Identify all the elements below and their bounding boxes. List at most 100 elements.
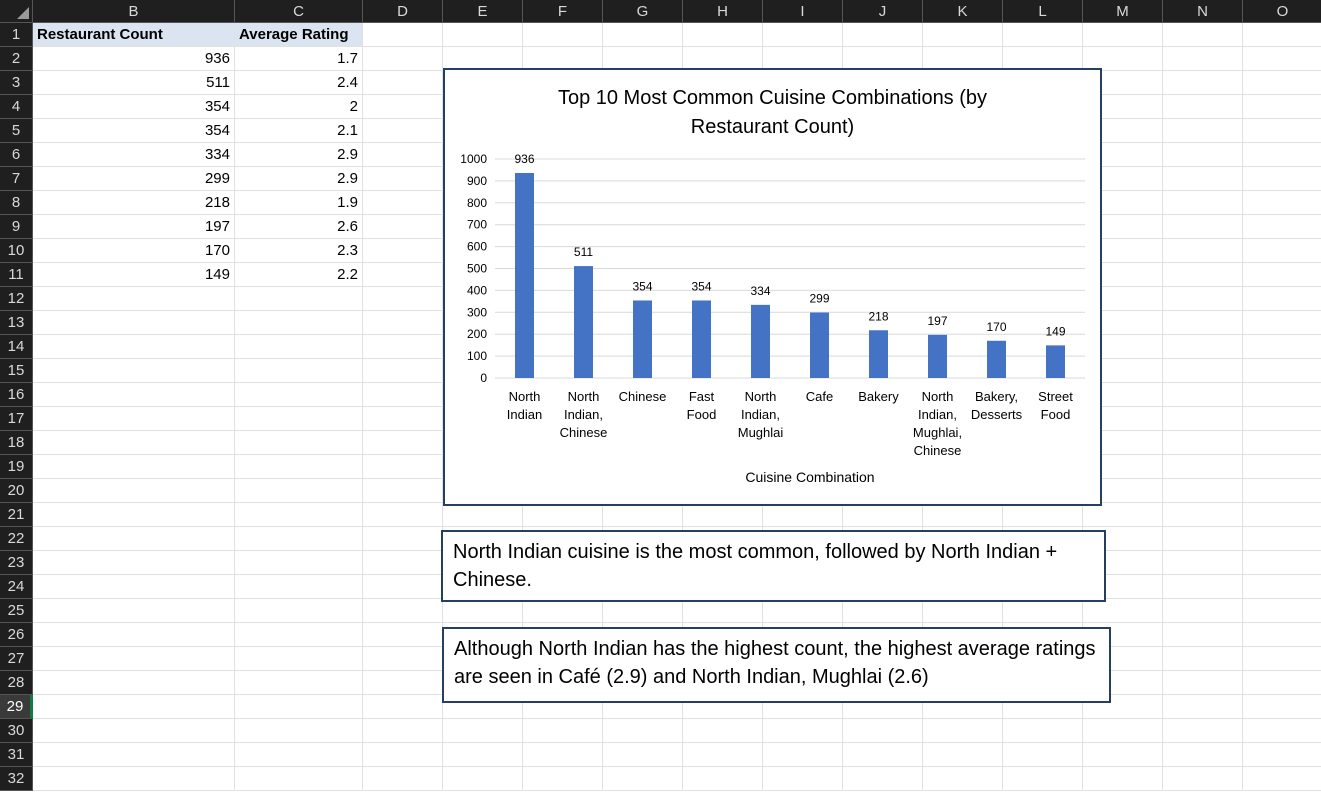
- empty-cell[interactable]: [1243, 383, 1321, 407]
- empty-cell[interactable]: [1163, 215, 1243, 239]
- empty-cell[interactable]: [1243, 191, 1321, 215]
- empty-cell[interactable]: [683, 503, 763, 527]
- column-header-K[interactable]: K: [923, 0, 1003, 23]
- empty-cell[interactable]: [363, 23, 443, 47]
- empty-cell[interactable]: [235, 719, 363, 743]
- empty-cell[interactable]: [235, 551, 363, 575]
- empty-cell[interactable]: [235, 623, 363, 647]
- empty-cell[interactable]: [1163, 335, 1243, 359]
- empty-cell[interactable]: [363, 191, 443, 215]
- empty-cell[interactable]: [1163, 527, 1243, 551]
- average-rating-cell[interactable]: 2.9: [235, 167, 363, 191]
- empty-cell[interactable]: [363, 503, 443, 527]
- empty-cell[interactable]: [923, 599, 1003, 623]
- empty-cell[interactable]: [1083, 119, 1163, 143]
- empty-cell[interactable]: [1163, 23, 1243, 47]
- empty-cell[interactable]: [843, 719, 923, 743]
- row-header-29[interactable]: 29: [0, 695, 33, 719]
- average-rating-cell[interactable]: 1.9: [235, 191, 363, 215]
- empty-cell[interactable]: [1003, 503, 1083, 527]
- empty-cell[interactable]: [1163, 503, 1243, 527]
- empty-cell[interactable]: [1083, 383, 1163, 407]
- row-header-32[interactable]: 32: [0, 767, 33, 791]
- empty-cell[interactable]: [603, 767, 683, 791]
- empty-cell[interactable]: [1083, 599, 1163, 623]
- empty-cell[interactable]: [763, 719, 843, 743]
- empty-cell[interactable]: [1243, 359, 1321, 383]
- empty-cell[interactable]: [363, 71, 443, 95]
- empty-cell[interactable]: [1083, 71, 1163, 95]
- row-header-21[interactable]: 21: [0, 503, 33, 527]
- average-rating-cell[interactable]: 1.7: [235, 47, 363, 71]
- empty-cell[interactable]: [1243, 311, 1321, 335]
- empty-cell[interactable]: [1163, 311, 1243, 335]
- empty-cell[interactable]: [1243, 719, 1321, 743]
- empty-cell[interactable]: [1163, 287, 1243, 311]
- empty-cell[interactable]: [1003, 695, 1083, 719]
- row-header-11[interactable]: 11: [0, 263, 33, 287]
- row-header-23[interactable]: 23: [0, 551, 33, 575]
- empty-cell[interactable]: [1243, 527, 1321, 551]
- empty-cell[interactable]: [1243, 479, 1321, 503]
- empty-cell[interactable]: [1243, 119, 1321, 143]
- empty-cell[interactable]: [1163, 95, 1243, 119]
- empty-cell[interactable]: [1243, 335, 1321, 359]
- empty-cell[interactable]: [363, 143, 443, 167]
- empty-cell[interactable]: [1243, 647, 1321, 671]
- empty-cell[interactable]: [363, 599, 443, 623]
- empty-cell[interactable]: [235, 431, 363, 455]
- empty-cell[interactable]: [1003, 743, 1083, 767]
- empty-cell[interactable]: [1163, 239, 1243, 263]
- average-rating-cell[interactable]: 2.3: [235, 239, 363, 263]
- column-header-D[interactable]: D: [363, 0, 443, 23]
- empty-cell[interactable]: [923, 695, 1003, 719]
- column-header-F[interactable]: F: [523, 0, 603, 23]
- empty-cell[interactable]: [523, 695, 603, 719]
- empty-cell[interactable]: [33, 743, 235, 767]
- empty-cell[interactable]: [443, 23, 523, 47]
- restaurant-count-cell[interactable]: 354: [33, 95, 235, 119]
- row-header-12[interactable]: 12: [0, 287, 33, 311]
- restaurant-count-cell[interactable]: 936: [33, 47, 235, 71]
- empty-cell[interactable]: [1163, 167, 1243, 191]
- empty-cell[interactable]: [923, 23, 1003, 47]
- empty-cell[interactable]: [1243, 71, 1321, 95]
- empty-cell[interactable]: [33, 335, 235, 359]
- empty-cell[interactable]: [363, 359, 443, 383]
- empty-cell[interactable]: [235, 479, 363, 503]
- empty-cell[interactable]: [1083, 359, 1163, 383]
- empty-cell[interactable]: [1083, 671, 1163, 695]
- row-header-16[interactable]: 16: [0, 383, 33, 407]
- empty-cell[interactable]: [523, 503, 603, 527]
- empty-cell[interactable]: [523, 599, 603, 623]
- empty-cell[interactable]: [443, 503, 523, 527]
- empty-cell[interactable]: [33, 575, 235, 599]
- empty-cell[interactable]: [1163, 647, 1243, 671]
- empty-cell[interactable]: [33, 551, 235, 575]
- empty-cell[interactable]: [923, 503, 1003, 527]
- empty-cell[interactable]: [603, 695, 683, 719]
- average-rating-cell[interactable]: 2.1: [235, 119, 363, 143]
- restaurant-count-cell[interactable]: 511: [33, 71, 235, 95]
- row-header-22[interactable]: 22: [0, 527, 33, 551]
- empty-cell[interactable]: [1083, 215, 1163, 239]
- empty-cell[interactable]: [1003, 23, 1083, 47]
- row-header-2[interactable]: 2: [0, 47, 33, 71]
- empty-cell[interactable]: [1163, 671, 1243, 695]
- empty-cell[interactable]: [1083, 23, 1163, 47]
- empty-cell[interactable]: [1083, 431, 1163, 455]
- empty-cell[interactable]: [33, 407, 235, 431]
- empty-cell[interactable]: [1083, 719, 1163, 743]
- empty-cell[interactable]: [523, 767, 603, 791]
- row-header-18[interactable]: 18: [0, 431, 33, 455]
- empty-cell[interactable]: [1163, 479, 1243, 503]
- empty-cell[interactable]: [683, 23, 763, 47]
- empty-cell[interactable]: [33, 479, 235, 503]
- empty-cell[interactable]: [1243, 215, 1321, 239]
- column-header-L[interactable]: L: [1003, 0, 1083, 23]
- empty-cell[interactable]: [235, 359, 363, 383]
- empty-cell[interactable]: [443, 743, 523, 767]
- empty-cell[interactable]: [1163, 383, 1243, 407]
- average-rating-cell[interactable]: 2: [235, 95, 363, 119]
- header-restaurant-count[interactable]: Restaurant Count: [33, 23, 235, 47]
